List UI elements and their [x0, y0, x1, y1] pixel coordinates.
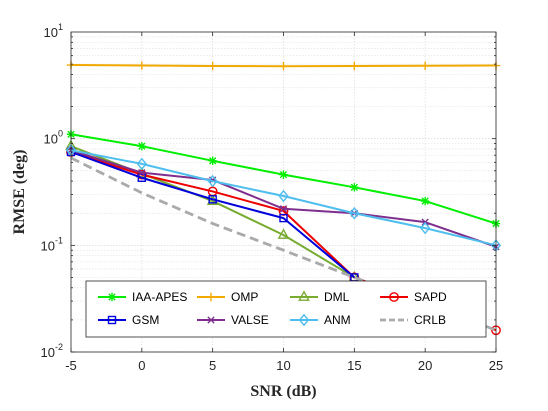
data-point-gsm: [279, 213, 288, 223]
x-axis-title: SNR (dB): [250, 383, 316, 400]
series-line-anm: [70, 149, 497, 247]
legend-marker-anm: [298, 313, 310, 327]
legend-marker-dml: [298, 290, 310, 301]
x-tick-label: 20: [418, 358, 432, 373]
legend-marker-valse: [207, 316, 215, 324]
x-tick-label: -5: [65, 358, 77, 373]
data-point-gsm: [208, 195, 217, 204]
legend-item-omp: OMP: [197, 290, 258, 304]
legend-label-sapd: SAPD: [414, 290, 447, 304]
data-point-iaa-apes: [420, 196, 430, 206]
legend-label-iaa-apes: IAA-APES: [132, 290, 187, 304]
legend-item-crlb: CRLB: [380, 313, 446, 327]
data-point-iaa-apes: [279, 170, 288, 179]
data-point-omp: [420, 61, 430, 71]
legend-item-anm: ANM: [290, 313, 351, 327]
series-anm: [65, 143, 502, 252]
data-point-anm: [207, 174, 218, 188]
y-axis-title: RMSE (deg): [11, 150, 28, 235]
legend-marker-gsm: [107, 315, 117, 325]
legend-label-anm: ANM: [324, 313, 351, 327]
data-point-dml: [277, 228, 290, 239]
legend-marker-sapd: [389, 292, 399, 302]
data-point-iaa-apes: [137, 141, 147, 151]
legend-item-valse: VALSE: [197, 313, 269, 327]
x-tick-label: 15: [347, 358, 361, 373]
series-gsm: [66, 147, 359, 282]
x-tick-label: 5: [209, 358, 216, 373]
x-tick-label: 0: [138, 358, 145, 373]
data-point-anm: [278, 189, 289, 203]
x-tick-label: 25: [489, 358, 503, 373]
data-point-anm: [349, 206, 360, 220]
y-tick-label: 10-2: [41, 342, 63, 360]
data-point-valse: [279, 205, 288, 213]
series-line-gsm: [70, 151, 355, 279]
legend-box: [85, 280, 487, 338]
data-point-iaa-apes: [350, 183, 359, 192]
data-point-anm: [136, 157, 147, 171]
data-point-iaa-apes: [208, 156, 217, 166]
data-point-omp: [137, 61, 147, 70]
data-point-omp: [279, 61, 288, 71]
axis-ticks: -5 0 5 10 15 20 25 10-2 10-1 100 101: [41, 22, 504, 373]
y-tick-label: 10-1: [41, 235, 63, 253]
x-tick-label: 10: [276, 358, 290, 373]
legend: IAA-APES OMP DML SAPD GSM VALSE ANM CRLB: [85, 280, 487, 338]
legend-label-crlb: CRLB: [414, 313, 446, 327]
legend-marker-iaa-apes: [107, 292, 117, 302]
data-point-omp: [350, 61, 359, 71]
legend-item-gsm: GSM: [98, 313, 159, 327]
legend-label-valse: VALSE: [231, 313, 269, 327]
legend-label-gsm: GSM: [132, 313, 159, 327]
data-point-gsm: [137, 173, 147, 182]
data-point-anm: [420, 221, 431, 235]
legend-item-iaa-apes: IAA-APES: [98, 290, 187, 304]
y-tick-label: 101: [44, 22, 63, 40]
legend-label-omp: OMP: [231, 290, 258, 304]
y-tick-label: 100: [44, 129, 63, 147]
legend-label-dml: DML: [324, 290, 350, 304]
data-point-omp: [208, 61, 217, 71]
legend-item-dml: DML: [290, 290, 350, 304]
data-point-valse: [138, 169, 146, 177]
legend-marker-omp: [206, 292, 216, 302]
legend-item-sapd: SAPD: [380, 290, 447, 304]
